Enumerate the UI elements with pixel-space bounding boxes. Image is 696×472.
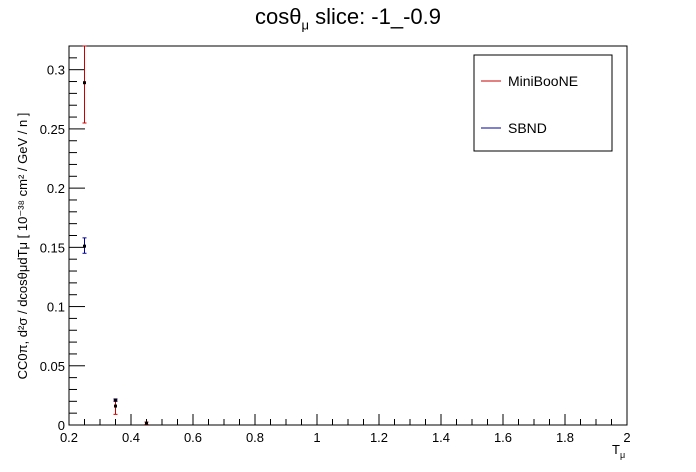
data-point — [114, 404, 117, 408]
chart-title: cosθμ slice: -1_-0.9 — [0, 4, 696, 32]
data-point — [83, 244, 86, 248]
x-axis-label: Tμ — [612, 442, 625, 460]
data-point — [83, 81, 86, 85]
x-tick-label: 1 — [313, 430, 320, 445]
y-tick-label: 0.1 — [47, 300, 65, 315]
x-tick-label: 1.4 — [432, 430, 450, 445]
x-axis-label-main: T — [612, 442, 620, 457]
chart-title-subscript: μ — [301, 17, 309, 33]
y-axis-label: CC0π, d²σ / dcosθμdTμ [ 10⁻³⁸ cm² / GeV … — [15, 113, 30, 380]
x-tick-label: 1.8 — [556, 430, 574, 445]
y-tick-label: 0.15 — [40, 240, 65, 255]
y-tick-label: 0.2 — [47, 181, 65, 196]
x-tick-label: 0.4 — [122, 430, 140, 445]
x-tick-label: 1.6 — [494, 430, 512, 445]
chart-title-rest: slice: -1_-0.9 — [308, 4, 442, 29]
y-tick-label: 0.05 — [40, 359, 65, 374]
chart-title-main: cosθ — [254, 4, 302, 29]
y-tick-label: 0.25 — [40, 122, 65, 137]
legend-label: SBND — [508, 120, 547, 136]
legend-box — [473, 54, 613, 152]
x-axis-label-subscript: μ — [620, 450, 625, 460]
x-tick-label: 1.2 — [370, 430, 388, 445]
data-point — [145, 421, 148, 425]
x-tick-label: 0.6 — [184, 430, 202, 445]
legend-label: MiniBooNE — [508, 73, 578, 89]
data-point — [114, 398, 117, 402]
x-tick-label: 2 — [623, 430, 630, 445]
x-tick-label: 0.2 — [60, 430, 78, 445]
y-tick-label: 0 — [58, 418, 65, 433]
x-tick-label: 0.8 — [246, 430, 264, 445]
y-tick-label: 0.3 — [47, 63, 65, 78]
